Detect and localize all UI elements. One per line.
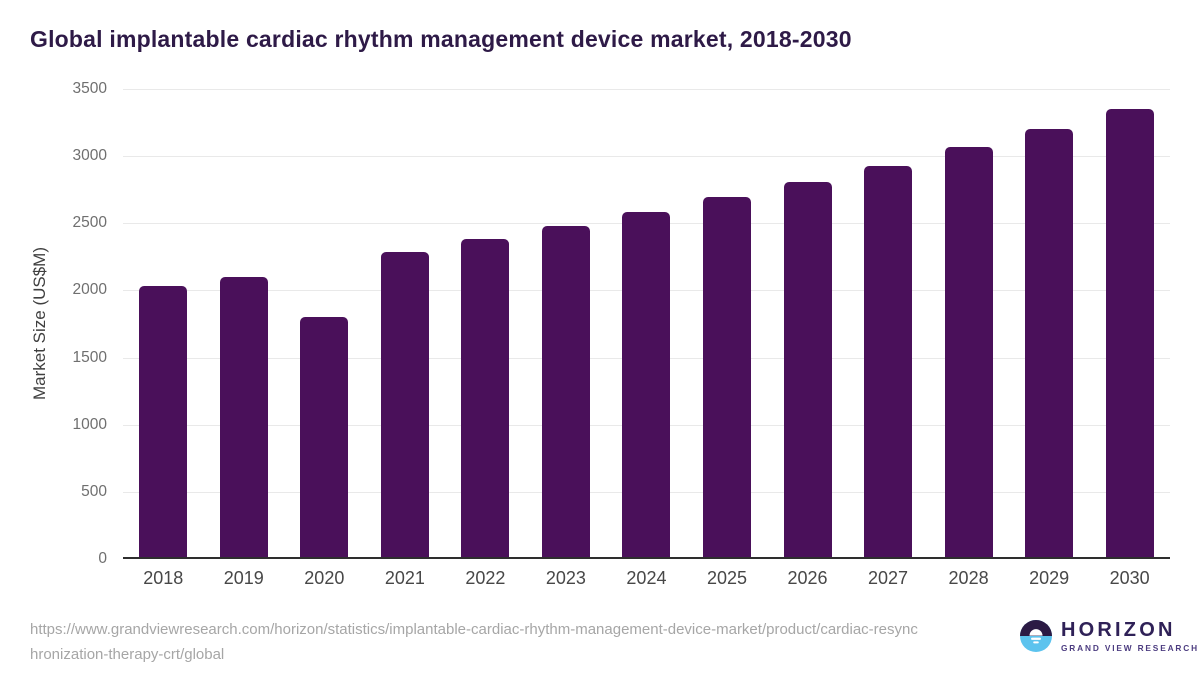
y-tick-1000: 1000 [72, 415, 107, 433]
bar-2023 [541, 226, 590, 557]
bar-2018 [139, 286, 188, 557]
x-tick-2030: 2030 [1109, 568, 1150, 588]
bar-series [123, 89, 1170, 557]
bar-2029 [1025, 128, 1074, 557]
x-tick-2029: 2029 [1029, 568, 1070, 588]
bar-col-2026 [767, 89, 848, 557]
logo-text: HORIZON GRAND VIEW RESEARCH [1061, 620, 1199, 652]
x-tick-2020: 2020 [304, 568, 345, 588]
gridline-3000 [123, 156, 1170, 158]
x-axis-tick-labels: 2018 2019 2020 2021 2022 2023 2024 2025 2026 2027… [123, 568, 1170, 588]
bar-col-2024 [606, 89, 687, 557]
x-tick-2022: 2022 [465, 568, 506, 588]
logo-title: HORIZON [1061, 619, 1176, 641]
bar-col-2029 [1009, 89, 1090, 557]
y-tick-1500: 1500 [72, 348, 107, 366]
y-axis-tick-labels: 0 500 1000 1500 2000 2500 3000 3500 [0, 80, 107, 567]
bar-col-2021 [365, 89, 446, 557]
y-tick-3000: 3000 [72, 147, 107, 165]
x-tick-2027: 2027 [868, 568, 909, 588]
logo-subtitle: GRAND VIEW RESEARCH [1061, 643, 1199, 653]
bar-col-2023 [526, 89, 607, 557]
bar-2027 [864, 166, 913, 557]
bar-col-2019 [204, 89, 285, 557]
bar-col-2030 [1089, 89, 1170, 557]
bar-2024 [622, 211, 671, 557]
plot-area [123, 89, 1170, 559]
chart-title: Global implantable cardiac rhythm manage… [30, 26, 852, 52]
bar-col-2028 [928, 89, 1009, 557]
bar-col-2022 [445, 89, 526, 557]
x-tick-2026: 2026 [787, 568, 828, 588]
source-url: https://www.grandviewresearch.com/horizo… [30, 621, 918, 663]
x-tick-2018: 2018 [143, 568, 184, 588]
y-tick-500: 500 [81, 482, 107, 500]
x-tick-2021: 2021 [384, 568, 425, 588]
bar-2028 [944, 147, 993, 557]
gridline-3500 [123, 89, 1170, 90]
x-tick-2028: 2028 [948, 568, 989, 588]
x-tick-2019: 2019 [223, 568, 264, 588]
bar-col-2027 [848, 89, 929, 557]
brand-logo: HORIZON GRAND VIEW RESEARCH [1020, 620, 1199, 652]
bar-2030 [1105, 108, 1154, 557]
bar-2019 [219, 277, 268, 557]
bar-col-2020 [284, 89, 365, 557]
y-tick-2500: 2500 [72, 214, 107, 232]
horizon-sun-icon [1020, 620, 1052, 653]
y-tick-3500: 3500 [72, 80, 107, 97]
bar-col-2018 [123, 89, 204, 557]
bar-2020 [300, 317, 349, 557]
bar-2021 [380, 251, 429, 557]
x-tick-2024: 2024 [626, 568, 667, 588]
bar-2026 [783, 181, 832, 557]
x-tick-2025: 2025 [706, 568, 747, 588]
bar-2022 [461, 238, 510, 557]
bar-col-2025 [687, 89, 768, 557]
y-tick-2000: 2000 [72, 281, 107, 299]
bar-2025 [702, 197, 751, 557]
x-tick-2023: 2023 [545, 568, 586, 588]
y-tick-0: 0 [98, 550, 107, 567]
